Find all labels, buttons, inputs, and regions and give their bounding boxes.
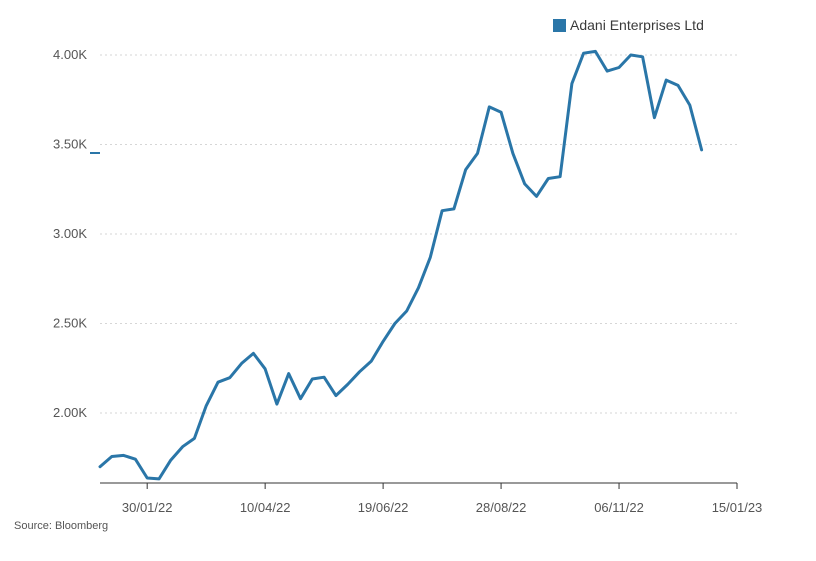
y-axis: 2.00K 2.50K 3.00K 3.50K 4.00K	[53, 47, 87, 420]
y-tick-label: 2.50K	[53, 316, 87, 331]
x-axis: 30/01/22 10/04/22 19/06/22 28/08/22 06/11/22…	[122, 483, 762, 515]
y-tick-label: 2.00K	[53, 405, 87, 420]
grid-lines	[100, 54, 737, 414]
x-tick-label: 15/01/23	[712, 500, 763, 515]
series-line	[98, 49, 704, 481]
source-note: Source: Bloomberg	[14, 520, 109, 532]
x-tick-label: 10/04/22	[240, 500, 291, 515]
x-tick-label: 06/11/22	[594, 500, 644, 515]
y-tick-label: 3.00K	[53, 226, 87, 241]
x-tick-label: 28/08/22	[476, 500, 527, 515]
x-tick-label: 30/01/22	[122, 500, 173, 515]
y-tick-label: 4.00K	[53, 47, 87, 62]
x-tick-label: 19/06/22	[358, 500, 409, 515]
legend-swatch	[553, 18, 566, 32]
legend: Adani Enterprises Ltd	[553, 17, 704, 33]
legend-label: Adani Enterprises Ltd	[570, 17, 704, 33]
y-tick-label: 3.50K	[53, 137, 87, 152]
